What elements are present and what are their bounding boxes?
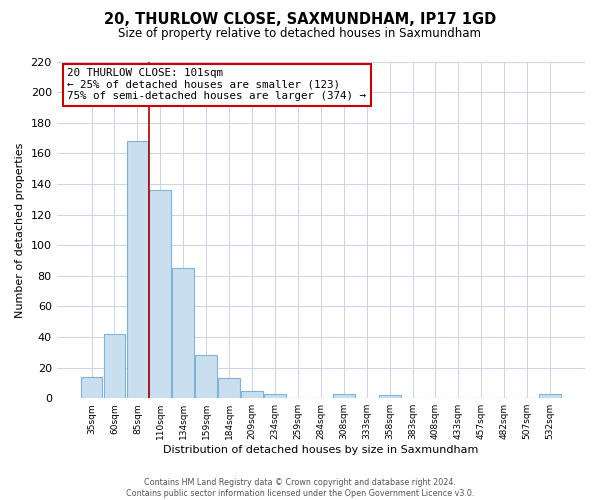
Text: 20 THURLOW CLOSE: 101sqm
← 25% of detached houses are smaller (123)
75% of semi-: 20 THURLOW CLOSE: 101sqm ← 25% of detach…	[67, 68, 366, 102]
X-axis label: Distribution of detached houses by size in Saxmundham: Distribution of detached houses by size …	[163, 445, 479, 455]
Bar	[241, 390, 263, 398]
Bar	[104, 334, 125, 398]
Bar	[172, 268, 194, 398]
Bar	[379, 395, 401, 398]
Bar	[149, 190, 171, 398]
Text: Size of property relative to detached houses in Saxmundham: Size of property relative to detached ho…	[119, 28, 482, 40]
Bar	[264, 394, 286, 398]
Bar	[333, 394, 355, 398]
Bar	[539, 394, 561, 398]
Bar	[127, 141, 148, 398]
Bar	[218, 378, 240, 398]
Text: 20, THURLOW CLOSE, SAXMUNDHAM, IP17 1GD: 20, THURLOW CLOSE, SAXMUNDHAM, IP17 1GD	[104, 12, 496, 28]
Bar	[196, 356, 217, 398]
Text: Contains HM Land Registry data © Crown copyright and database right 2024.
Contai: Contains HM Land Registry data © Crown c…	[126, 478, 474, 498]
Bar	[80, 377, 103, 398]
Y-axis label: Number of detached properties: Number of detached properties	[15, 142, 25, 318]
